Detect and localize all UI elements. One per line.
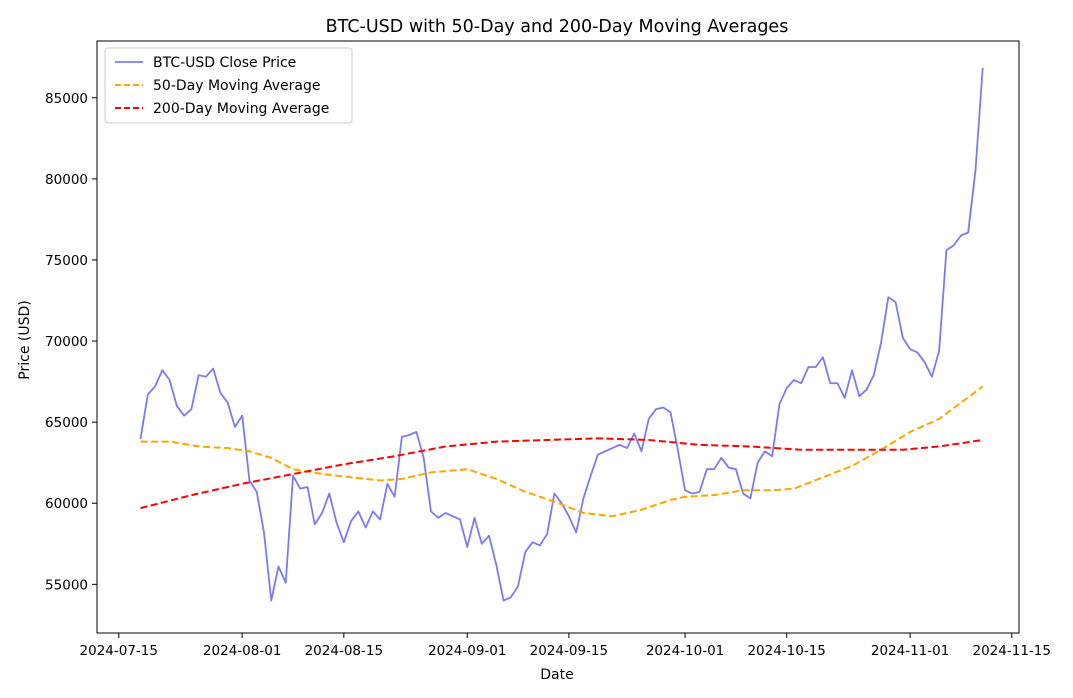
x-tick-label: 2024-09-15 bbox=[530, 643, 608, 659]
series-line-close-price bbox=[139, 67, 984, 602]
plot-area bbox=[139, 67, 984, 602]
y-axis-label: Price (USD) bbox=[17, 300, 33, 379]
plot-frame bbox=[96, 40, 1020, 634]
y-tick-label: 65000 bbox=[45, 415, 88, 431]
x-tick-label: 2024-08-01 bbox=[203, 643, 281, 659]
x-axis-label: Date bbox=[540, 667, 573, 683]
x-tick-label: 2024-11-01 bbox=[871, 643, 949, 659]
x-tick-label: 2024-10-01 bbox=[646, 643, 724, 659]
y-tick-label: 75000 bbox=[45, 253, 88, 269]
y-tick-label: 85000 bbox=[45, 91, 88, 107]
x-tick-label: 2024-07-15 bbox=[80, 643, 158, 659]
axis-ticks: 2024-07-15 2024-08-01 2024-08-15 2024-09-01… bbox=[45, 91, 1051, 659]
y-tick-label: 55000 bbox=[45, 577, 88, 593]
x-tick-label: 2024-08-15 bbox=[305, 643, 383, 659]
y-tick-label: 60000 bbox=[45, 496, 88, 512]
series-line-ma200 bbox=[140, 437, 983, 510]
x-tick-label: 2024-10-15 bbox=[747, 643, 825, 659]
legend: BTC-USD Close Price 50-Day Moving Average… bbox=[104, 47, 353, 124]
legend-label: 50-Day Moving Average bbox=[153, 78, 320, 94]
y-tick-label: 80000 bbox=[45, 172, 88, 188]
legend-box bbox=[104, 47, 353, 124]
chart-title: BTC-USD with 50-Day and 200-Day Moving A… bbox=[326, 17, 789, 37]
legend-label: 200-Day Moving Average bbox=[153, 101, 329, 117]
y-tick-label: 70000 bbox=[45, 334, 88, 350]
x-tick-label: 2024-11-15 bbox=[973, 643, 1051, 659]
series-line-ma50 bbox=[140, 385, 984, 518]
x-tick-label: 2024-09-01 bbox=[428, 643, 506, 659]
legend-label: BTC-USD Close Price bbox=[153, 55, 296, 71]
